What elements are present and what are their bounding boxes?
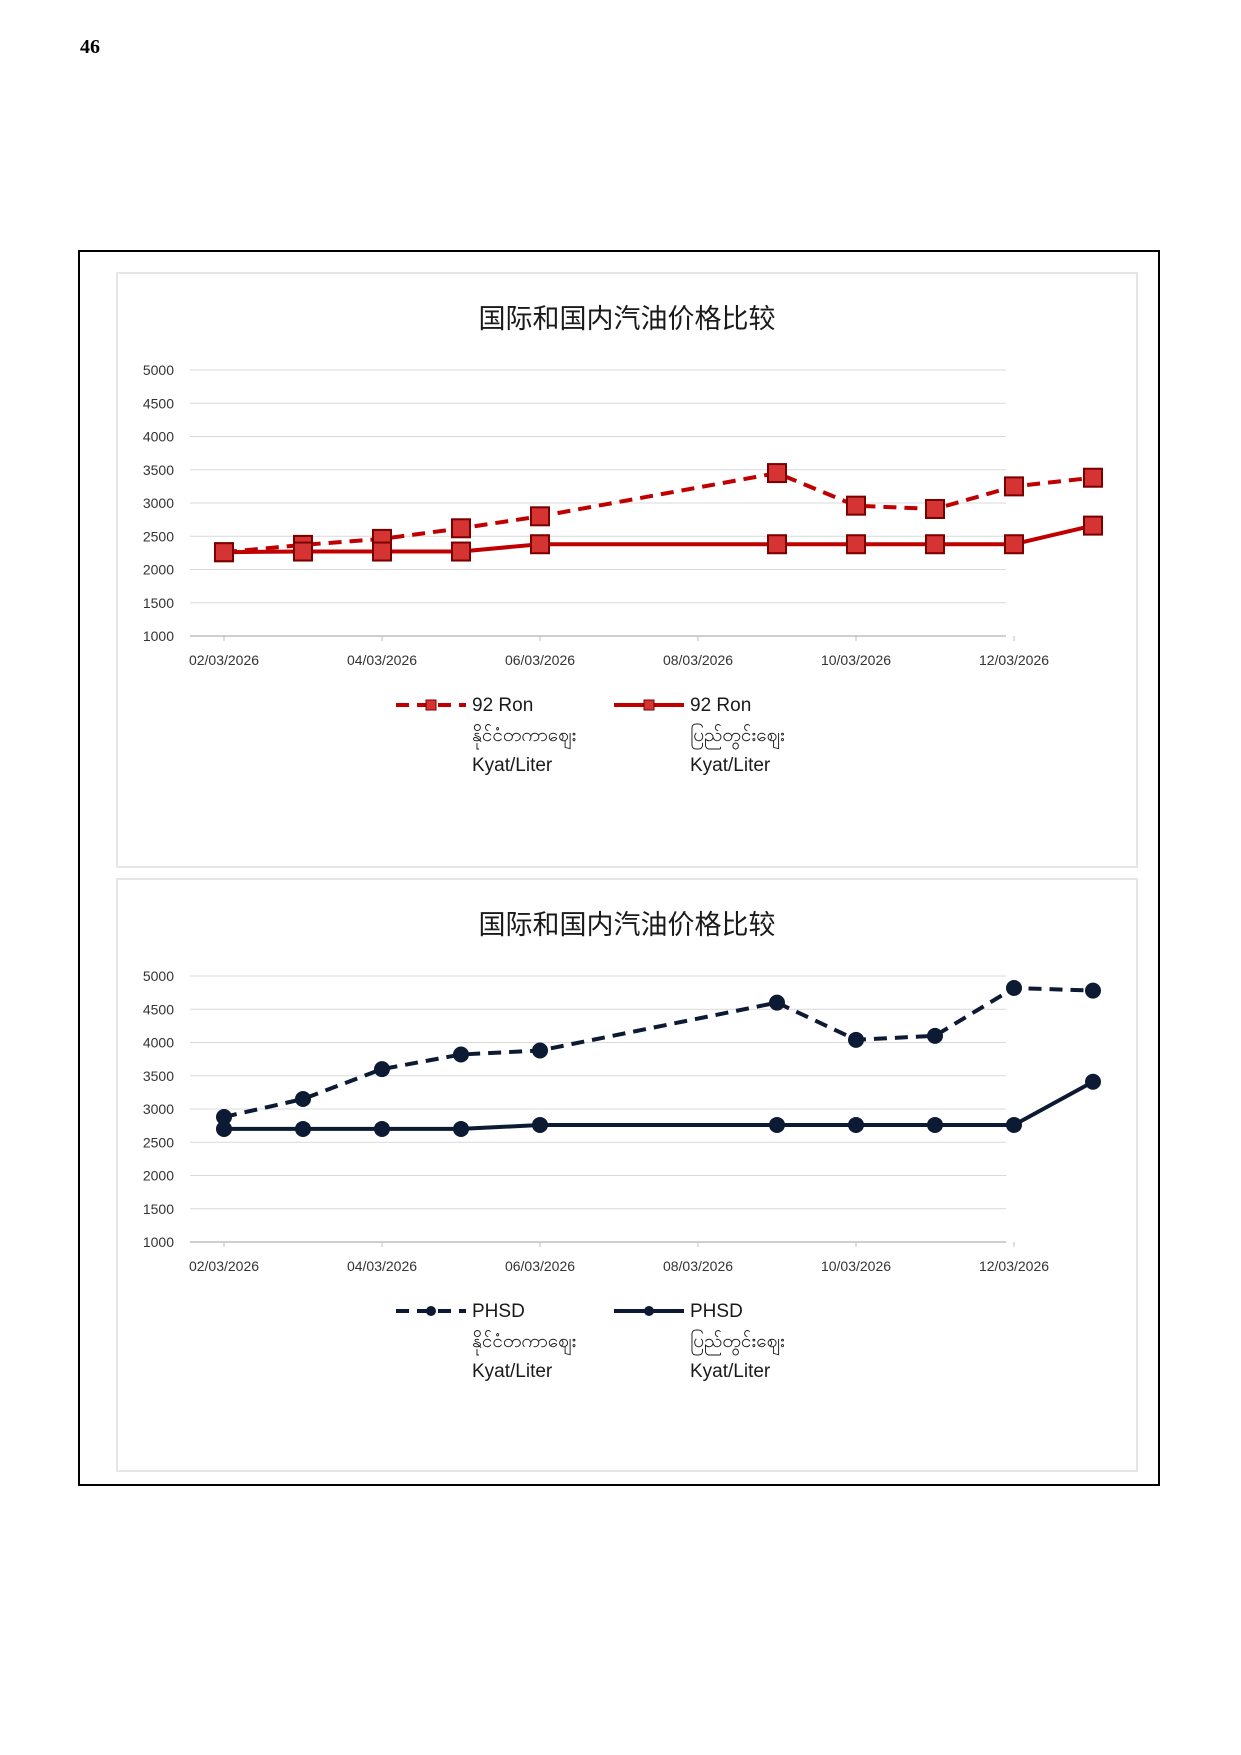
legend-label: ပြည်တွင်းဈေး	[690, 1328, 785, 1356]
y-tick-label: 3000	[143, 495, 174, 511]
y-tick-label: 5000	[143, 362, 174, 378]
legend-label: နိုင်ငံတကာဈေး	[472, 1329, 576, 1356]
data-point	[295, 1120, 311, 1137]
data-point	[925, 498, 945, 519]
data-point	[1004, 534, 1024, 555]
data-point	[530, 506, 550, 527]
data-point	[767, 534, 787, 555]
data-point	[927, 1116, 943, 1133]
data-point	[848, 1116, 864, 1133]
x-tick-label: 10/03/2026	[821, 652, 891, 668]
data-point	[214, 542, 234, 563]
data-point	[1085, 982, 1101, 999]
y-tick-label: 3500	[143, 462, 174, 478]
legend-label: Kyat/Liter	[690, 1361, 771, 1382]
data-point	[293, 541, 313, 562]
data-point	[846, 495, 866, 516]
legend-marker	[425, 699, 437, 711]
y-tick-label: 1500	[143, 1201, 174, 1217]
y-tick-label: 2000	[143, 1168, 174, 1184]
series-line-domestic	[224, 1079, 1094, 1131]
y-tick-label: 3500	[143, 1068, 174, 1084]
data-point	[451, 518, 471, 539]
legend-label: ပြည်တွင်းဈေး	[690, 722, 785, 750]
y-tick-label: 4000	[143, 429, 174, 445]
legend-label: Kyat/Liter	[472, 755, 553, 776]
x-tick-label: 12/03/2026	[979, 1258, 1049, 1274]
x-tick-label: 04/03/2026	[347, 652, 417, 668]
legend-marker	[643, 699, 655, 711]
y-tick-label: 1500	[143, 595, 174, 611]
chart-title: 国际和国内汽油价格比较	[479, 910, 776, 941]
data-point	[848, 1031, 864, 1048]
data-point	[216, 1120, 232, 1137]
data-point	[532, 1042, 548, 1059]
y-tick-label: 4000	[143, 1035, 174, 1051]
data-point	[530, 534, 550, 555]
data-point	[846, 534, 866, 555]
legend-label: PHSD	[472, 1301, 525, 1322]
x-tick-label: 04/03/2026	[347, 1258, 417, 1274]
legend-label: 92 Ron	[472, 695, 533, 716]
x-tick-label: 02/03/2026	[189, 1258, 259, 1274]
data-point	[1004, 476, 1024, 497]
y-tick-label: 1000	[143, 628, 174, 644]
data-point	[374, 1120, 390, 1137]
figure-frame: 国际和国内汽油价格比较 5000 4500 4000 3500 3000 2500 2000 1…	[78, 250, 1160, 1486]
data-point	[451, 541, 471, 562]
data-point	[1083, 467, 1103, 488]
data-point	[295, 1091, 311, 1108]
x-tick-label: 08/03/2026	[663, 1258, 733, 1274]
series-line-domestic	[223, 523, 1094, 555]
x-tick-label: 06/03/2026	[505, 652, 575, 668]
y-tick-label: 1000	[143, 1234, 174, 1250]
legend-marker	[644, 1306, 654, 1316]
data-point	[767, 463, 787, 484]
data-point	[1006, 1116, 1022, 1133]
legend-label: Kyat/Liter	[472, 1361, 553, 1382]
chart-phsd: 国际和国内汽油价格比较 5000 4500 4000 3500 3000 2500 2000 1…	[143, 910, 1101, 1382]
data-point	[1085, 1073, 1101, 1090]
legend-label: 92 Ron	[690, 695, 751, 716]
legend-label: နိုင်ငံတကာဈေး	[472, 723, 576, 750]
y-tick-label: 4500	[143, 1001, 174, 1017]
data-point	[1083, 515, 1103, 536]
data-point	[769, 1116, 785, 1133]
y-tick-label: 2500	[143, 1134, 174, 1150]
data-point	[453, 1046, 469, 1063]
x-tick-label: 10/03/2026	[821, 1258, 891, 1274]
series-line-international	[223, 471, 1094, 555]
x-tick-label: 06/03/2026	[505, 1258, 575, 1274]
data-point	[374, 1061, 390, 1078]
y-tick-label: 3000	[143, 1101, 174, 1117]
data-point	[216, 1108, 232, 1125]
legend-label: Kyat/Liter	[690, 755, 771, 776]
data-point	[532, 1116, 548, 1133]
data-point	[453, 1120, 469, 1137]
y-tick-label: 2500	[143, 528, 174, 544]
page-number: 46	[80, 36, 100, 58]
chart-panel-diesel: 国际和国内汽油价格比较 5000 4500 4000 3500 3000 2500 2000 1…	[116, 878, 1138, 1472]
y-tick-label: 2000	[143, 562, 174, 578]
data-point	[927, 1027, 943, 1044]
legend-marker	[426, 1306, 436, 1316]
legend-label: PHSD	[690, 1301, 743, 1322]
chart-title: 国际和国内汽油价格比较	[479, 304, 776, 335]
x-tick-label: 02/03/2026	[189, 652, 259, 668]
chart-92-ron: 国际和国内汽油价格比较 5000 4500 4000 3500 3000 2500 2000 1…	[143, 304, 1103, 776]
series-line-international	[223, 986, 1094, 1119]
x-tick-label: 08/03/2026	[663, 652, 733, 668]
data-point	[1006, 979, 1022, 996]
data-point	[925, 534, 945, 555]
data-point	[769, 994, 785, 1011]
y-tick-label: 4500	[143, 395, 174, 411]
chart-panel-gasoline: 国际和国内汽油价格比较 5000 4500 4000 3500 3000 2500 2000 1…	[116, 272, 1138, 868]
data-point	[372, 541, 392, 562]
y-tick-label: 5000	[143, 968, 174, 984]
x-tick-label: 12/03/2026	[979, 652, 1049, 668]
